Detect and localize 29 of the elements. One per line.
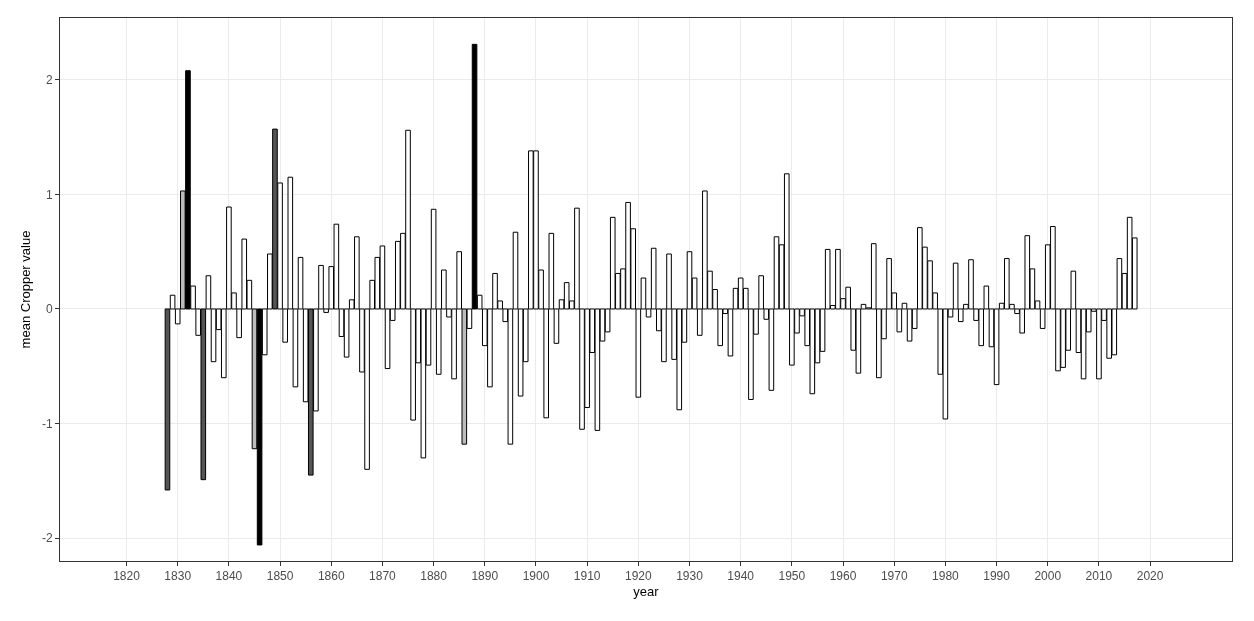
x-tick-label: 1870 bbox=[369, 569, 397, 584]
x-tick-label: 1860 bbox=[317, 569, 345, 584]
x-tick-label: 1890 bbox=[471, 569, 499, 584]
y-tick-label: 2 bbox=[45, 73, 53, 88]
x-tick-label: 1960 bbox=[829, 569, 857, 584]
x-tick-label: 1880 bbox=[420, 569, 448, 584]
x-tick-label: 1940 bbox=[727, 569, 755, 584]
x-tick-label: 1850 bbox=[266, 569, 294, 584]
y-tick-label: 0 bbox=[45, 302, 53, 317]
x-tick-label: 1930 bbox=[676, 569, 704, 584]
y-tick-label: -1 bbox=[41, 416, 53, 431]
y-tick-label: -2 bbox=[41, 531, 53, 546]
x-tick-label: 1900 bbox=[522, 569, 550, 584]
x-tick-label: 1920 bbox=[624, 569, 652, 584]
x-tick-label: 2010 bbox=[1085, 569, 1113, 584]
x-tick-label: 1830 bbox=[164, 569, 192, 584]
x-tick-label: 2020 bbox=[1136, 569, 1164, 584]
x-axis-title: year bbox=[633, 584, 660, 599]
x-tick-label: 1820 bbox=[113, 569, 141, 584]
x-tick-label: 1980 bbox=[932, 569, 960, 584]
x-tick-label: 2000 bbox=[1034, 569, 1062, 584]
y-axis-title: mean Cropper value bbox=[17, 230, 33, 349]
y-tick-label: 1 bbox=[45, 187, 53, 202]
x-tick-label: 1990 bbox=[983, 569, 1011, 584]
bar bbox=[563, 282, 570, 310]
x-tick-label: 1910 bbox=[573, 569, 601, 584]
x-tick-label: 1840 bbox=[215, 569, 243, 584]
x-tick-label: 1970 bbox=[880, 569, 908, 584]
x-tick-label: 1950 bbox=[778, 569, 806, 584]
